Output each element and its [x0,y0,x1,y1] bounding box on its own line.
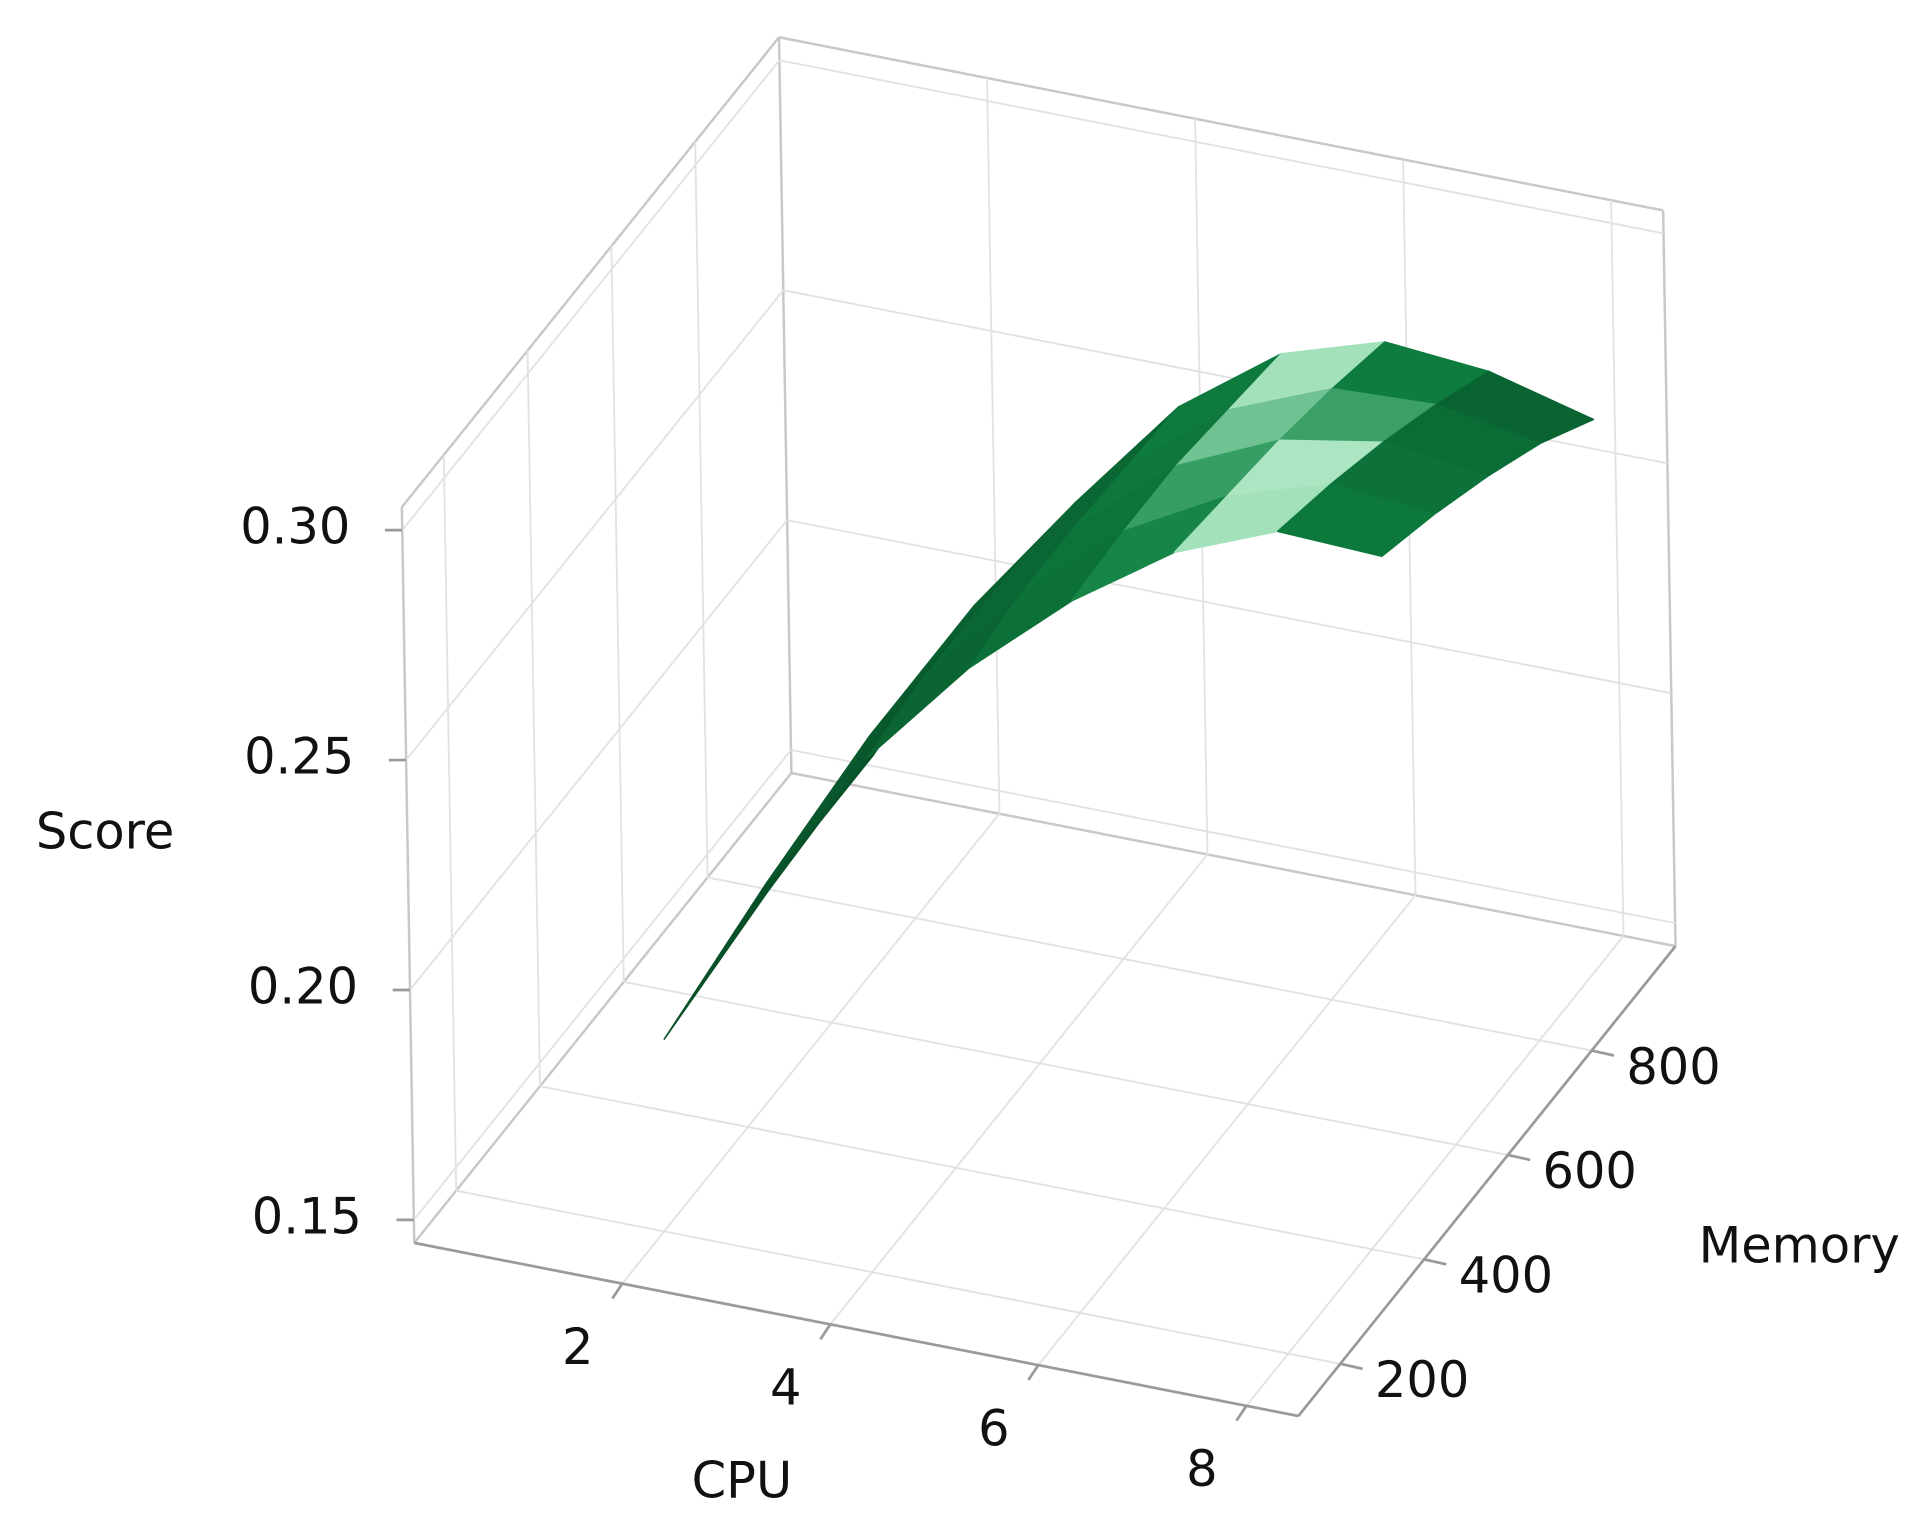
grid-line [1610,200,1625,936]
y-tick [1507,1153,1531,1162]
z-tick-label: 0.25 [244,728,354,786]
box-edge [778,36,1664,212]
grid-line [1037,894,1417,1366]
grid-line [405,289,784,761]
x-axis-label: CPU [692,1452,793,1510]
x-tick [1027,1364,1040,1381]
y-tick [1339,1362,1363,1371]
box-edge [1661,210,1677,947]
box-edge [777,37,793,774]
grid-line [455,1189,1341,1365]
grid-line [707,876,1592,1052]
x-tick [611,1282,624,1300]
grid-line [539,1085,1425,1261]
grid-line [409,519,788,991]
x-tick-label: 8 [1186,1440,1217,1498]
z-tick-label: 0.30 [240,498,350,556]
x-tick-label: 2 [562,1318,593,1376]
box-edge [791,771,1676,948]
box-edge [413,772,793,1244]
grid-line [401,59,781,531]
x-tick-label: 6 [978,1399,1009,1457]
grid-line [413,749,792,1221]
grid-line [1245,935,1625,1407]
y-axis-label: Memory [1699,1217,1900,1275]
x-tick-label: 4 [770,1359,801,1417]
y-axis [1297,945,1677,1417]
y-tick [1423,1258,1447,1266]
x-tick [1235,1405,1248,1422]
grid-line [623,980,1509,1156]
grid-line [790,749,1676,925]
y-tick-label: 200 [1375,1351,1469,1409]
y-tick-label: 600 [1543,1142,1637,1200]
grid-line [526,350,541,1087]
box-edge [400,507,416,1243]
grid-line [621,813,1001,1285]
x-tick [819,1323,832,1340]
z-tick-label: 0.20 [248,957,358,1015]
box-edge [400,36,780,508]
z-tick-label: 0.15 [252,1187,362,1245]
surface-patch [1276,483,1436,558]
y-tick-label: 800 [1626,1038,1720,1096]
grid-line [779,59,1664,235]
y-tick-label: 400 [1459,1247,1553,1305]
grid-line [829,853,1209,1325]
grid-line [786,519,1672,695]
z-axis-label: Score [36,802,175,860]
y-tick [1591,1049,1615,1057]
x-axis [413,1241,1299,1418]
grid-line [442,454,458,1191]
grid-line [694,141,709,878]
grid-line [986,77,1001,814]
grid-line [610,246,625,982]
surface-patch [764,682,920,886]
